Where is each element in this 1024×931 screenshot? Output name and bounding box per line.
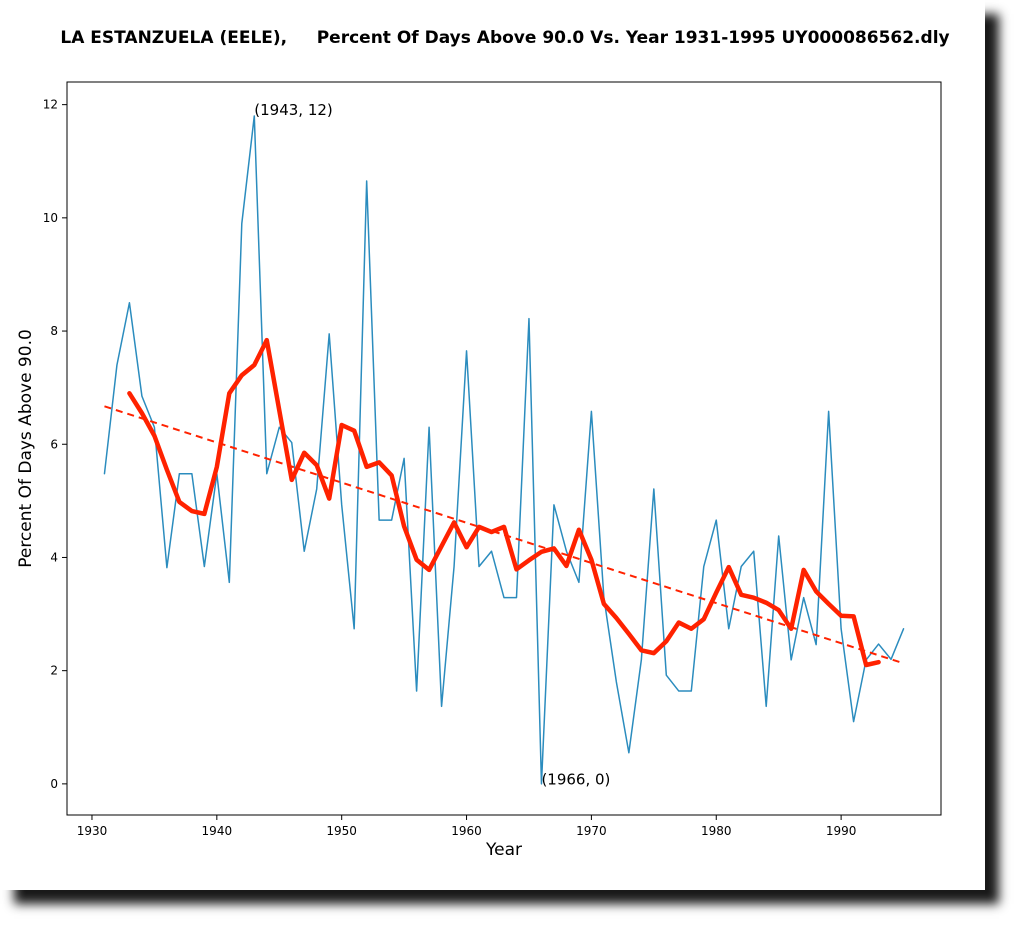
- y-tick-label: 8: [50, 324, 58, 338]
- y-tick-label: 10: [43, 211, 58, 225]
- plot-border: [66, 81, 942, 816]
- figure-frame: [0, 0, 985, 890]
- y-axis: 0 2 4 6 8 10 12: [43, 98, 67, 791]
- chart-title: LA ESTANZUELA (EELE), Percent Of Days Ab…: [60, 28, 950, 48]
- annotation: (1966, 0): [541, 771, 610, 789]
- annotation: (1943, 12): [254, 101, 333, 119]
- y-tick-label: 4: [50, 550, 58, 564]
- data-series-line: [103, 115, 905, 785]
- x-tick-label: 1970: [576, 824, 607, 838]
- x-tick-label: 1950: [326, 824, 357, 838]
- trend-line: [104, 405, 904, 665]
- x-tick-label: 1980: [701, 824, 732, 838]
- x-axis: 1930 1940 1950 1960 1970 1980 1990: [77, 815, 857, 838]
- x-tick-label: 1940: [202, 824, 233, 838]
- x-tick-label: 1990: [826, 824, 857, 838]
- plot-area: (1943, 12) (1966, 0): [66, 81, 942, 816]
- x-axis-label: Year: [485, 840, 522, 860]
- y-axis-label: Percent Of Days Above 90.0: [16, 329, 36, 568]
- y-tick-label: 6: [50, 437, 58, 451]
- y-tick-label: 12: [43, 98, 58, 112]
- x-tick-label: 1930: [77, 824, 108, 838]
- y-tick-label: 0: [50, 777, 58, 791]
- x-tick-label: 1960: [451, 824, 482, 838]
- smoothed-series-line: [127, 337, 881, 668]
- y-tick-label: 2: [50, 664, 58, 678]
